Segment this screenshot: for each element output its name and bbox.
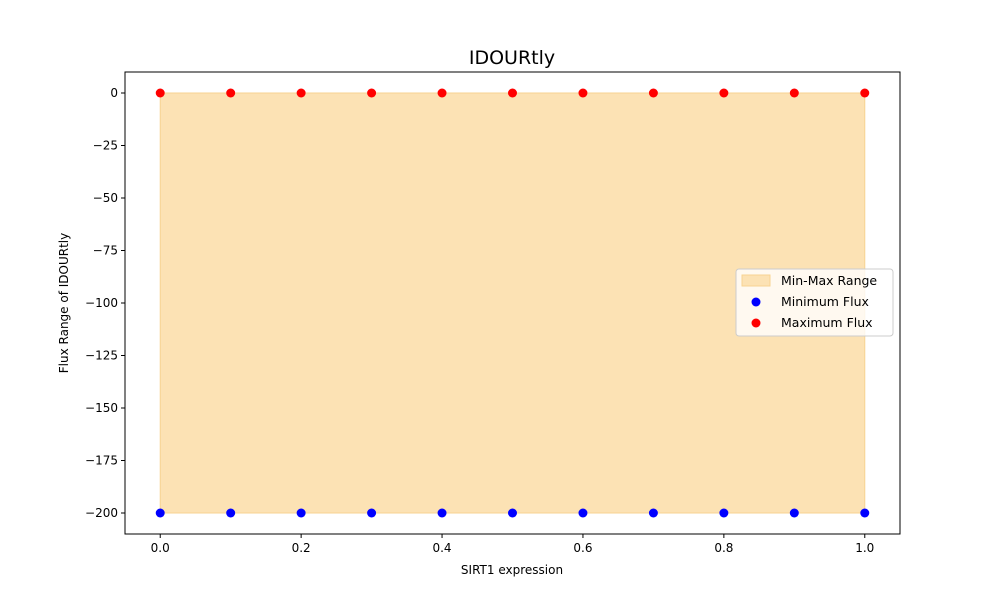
- min-flux-point: [719, 508, 729, 518]
- min-flux-point: [860, 508, 870, 518]
- min-flux-point: [437, 508, 447, 518]
- x-axis: 0.0 0.2 0.4 0.6 0.8 1.0: [151, 534, 874, 555]
- legend-label: Minimum Flux: [781, 294, 869, 309]
- x-tick-label: 0.2: [292, 541, 311, 555]
- max-flux-point: [226, 88, 236, 98]
- x-tick-label: 0.4: [432, 541, 451, 555]
- max-flux-point: [719, 88, 729, 98]
- max-flux-point: [860, 88, 870, 98]
- y-tick-label: −75: [93, 244, 118, 258]
- min-flux-point: [226, 508, 236, 518]
- min-flux-point: [367, 508, 377, 518]
- max-flux-point: [578, 88, 588, 98]
- max-flux-point: [296, 88, 306, 98]
- legend-min-marker: [751, 297, 761, 307]
- max-flux-point: [437, 88, 447, 98]
- legend: Min-Max Range Minimum Flux Maximum Flux: [735, 268, 894, 337]
- x-axis-title: SIRT1 expression: [461, 563, 563, 577]
- y-tick-label: −125: [85, 349, 118, 363]
- legend-label: Min-Max Range: [781, 273, 877, 288]
- points-layer: [155, 88, 870, 518]
- max-flux-point: [155, 88, 165, 98]
- y-tick-label: 0: [110, 86, 118, 100]
- min-flux-point: [296, 508, 306, 518]
- legend-box: [735, 268, 894, 337]
- chart-title: IDOURtly: [469, 47, 555, 69]
- min-flux-point: [155, 508, 165, 518]
- x-tick-label: 0.6: [573, 541, 592, 555]
- x-tick-label: 0.0: [151, 541, 170, 555]
- min-flux-point: [508, 508, 517, 518]
- x-tick-label: 0.8: [714, 541, 733, 555]
- y-axis: 0 −25 −50 −75 −100 −125 −150 −175 −200: [85, 86, 125, 520]
- min-flux-point: [578, 508, 588, 518]
- y-tick-label: −25: [93, 139, 118, 153]
- min-flux-point: [789, 508, 799, 518]
- max-flux-point: [648, 88, 658, 98]
- max-flux-point: [789, 88, 799, 98]
- legend-max-marker: [751, 318, 761, 328]
- x-tick-label: 1.0: [855, 541, 874, 555]
- legend-range-swatch: [741, 274, 771, 287]
- max-flux-point: [367, 88, 377, 98]
- y-tick-label: −175: [85, 454, 118, 468]
- y-tick-label: −50: [93, 191, 118, 205]
- max-flux-point: [508, 88, 517, 98]
- legend-label: Maximum Flux: [781, 315, 873, 330]
- y-tick-label: −200: [85, 506, 118, 520]
- y-axis-title: Flux Range of IDOURtly: [57, 233, 71, 373]
- min-flux-point: [648, 508, 658, 518]
- y-tick-label: −100: [85, 296, 118, 310]
- y-tick-label: −150: [85, 401, 118, 415]
